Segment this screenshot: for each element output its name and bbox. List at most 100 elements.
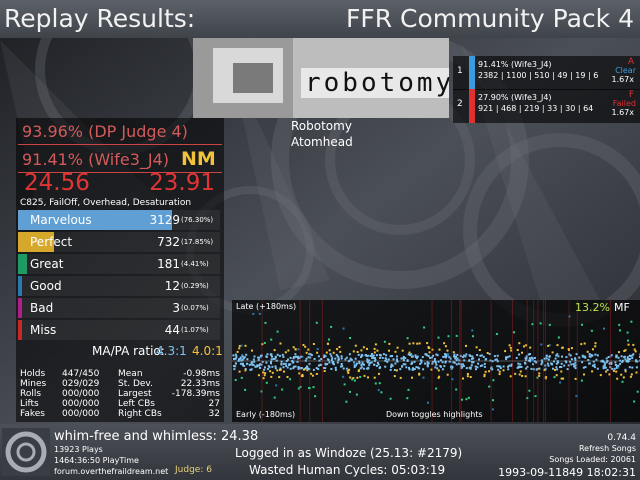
great-dot (234, 379, 237, 381)
marvelous-dot (574, 367, 577, 370)
marvelous-dot (234, 362, 237, 365)
great-dot (455, 334, 458, 337)
marvelous-dot (367, 366, 370, 369)
marvelous-dot (333, 363, 335, 366)
marvelous-dot (526, 365, 529, 368)
marvelous-dot (263, 368, 266, 371)
marvelous-dot (583, 355, 586, 358)
mean-label: Mean (118, 369, 143, 379)
marvelous-dot (556, 353, 559, 356)
footer-bar (0, 424, 640, 480)
marvelous-dot (419, 362, 422, 365)
perfect-dot (316, 351, 319, 354)
marvelous-dot (331, 357, 334, 360)
fakes-value: 000/000 (62, 409, 100, 419)
marvelous-dot (540, 363, 543, 366)
marvelous-dot (421, 356, 424, 359)
perfect-dot (373, 376, 376, 379)
marvelous-dot (606, 369, 609, 371)
marvelous-dot (605, 361, 608, 364)
avatar[interactable] (2, 428, 50, 476)
perfect-dot (560, 370, 563, 373)
perfect-dot (388, 349, 390, 352)
marvelous-dot (336, 355, 339, 358)
marvelous-dot (515, 357, 518, 359)
marvelous-dot (566, 368, 569, 371)
great-dot (265, 381, 268, 384)
marvelous-dot (462, 364, 465, 367)
marvelous-dot (603, 362, 606, 365)
marvelous-dot (271, 365, 274, 368)
marvelous-dot (246, 358, 249, 361)
judgment-count: 3129 (149, 213, 180, 227)
perfect-dot (347, 371, 350, 374)
marvelous-dot (475, 368, 477, 371)
site-link[interactable]: forum.overthefraildream.net (54, 467, 169, 476)
perfect-dot (416, 342, 419, 345)
score-entry[interactable]: 1 91.41% (Wife3_J4) 2382 | 1100 | 510 | … (453, 56, 640, 90)
marvelous-dot (426, 363, 429, 366)
marvelous-dot (253, 360, 256, 363)
marvelous-dot (330, 359, 333, 362)
great-dot (273, 396, 276, 399)
marvelous-dot (265, 361, 268, 364)
header-bar: Replay Results: FFR Community Pack 4 (0, 0, 640, 38)
perfect-dot (622, 376, 625, 379)
judgment-percent: (4.41%) (181, 260, 209, 268)
marvelous-dot (476, 354, 479, 356)
marvelous-dot (484, 358, 487, 361)
judgment-name: Marvelous (30, 213, 92, 227)
perfect-dot (338, 346, 341, 348)
marvelous-dot (256, 365, 259, 368)
perfect-dot (583, 342, 586, 345)
great-dot (627, 339, 629, 342)
marvelous-dot (402, 363, 405, 366)
marvelous-dot (459, 354, 462, 357)
great-dot (314, 395, 317, 398)
marvelous-dot (389, 355, 392, 358)
score-entry[interactable]: 2 27.90% (Wife3_J4) 921 | 468 | 219 | 33… (453, 89, 640, 123)
good-dot (275, 384, 278, 387)
marvelous-dot (540, 359, 543, 362)
marvelous-dot (299, 355, 302, 358)
marvelous-dot (460, 367, 463, 369)
marvelous-dot (360, 356, 362, 358)
marvelous-dot (415, 366, 418, 369)
marvelous-dot (532, 368, 535, 371)
perfect-dot (627, 343, 630, 346)
marvelous-dot (372, 357, 375, 360)
marvelous-dot (479, 365, 482, 367)
marvelous-dot (243, 356, 246, 359)
judgment-count: 3 (172, 301, 180, 315)
marvelous-dot (543, 357, 546, 360)
perfect-dot (516, 349, 519, 351)
marvelous-dot (555, 354, 558, 357)
great-dot (312, 386, 315, 389)
judgment-bar (18, 232, 54, 252)
fakes-label: Fakes (20, 409, 45, 419)
marvelous-dot (276, 353, 279, 356)
marvelous-dot (621, 359, 624, 362)
marvelous-dot (628, 366, 631, 369)
perfect-dot (302, 344, 305, 346)
marvelous-dot (510, 364, 513, 367)
refresh-songs-button[interactable]: Refresh Songs (578, 444, 636, 453)
marvelous-dot (451, 366, 454, 369)
marvelous-dot (310, 354, 313, 357)
great-dot (526, 397, 529, 400)
score-grade-bar (469, 56, 475, 90)
marvelous-dot (491, 368, 494, 371)
marvelous-dot (532, 363, 535, 366)
perfect-dot (301, 373, 304, 376)
ssr-value: 23.91 (149, 170, 215, 196)
marvelous-dot (320, 358, 323, 360)
perfect-dot (278, 376, 281, 379)
marvelous-dot (374, 357, 376, 360)
perfect-dot (509, 346, 512, 349)
marvelous-dot (483, 362, 486, 365)
great-dot (355, 393, 358, 396)
perfect-dot (292, 346, 295, 349)
marvelous-dot (368, 362, 371, 365)
marvelous-dot (239, 356, 242, 359)
perfect-dot (543, 369, 546, 371)
